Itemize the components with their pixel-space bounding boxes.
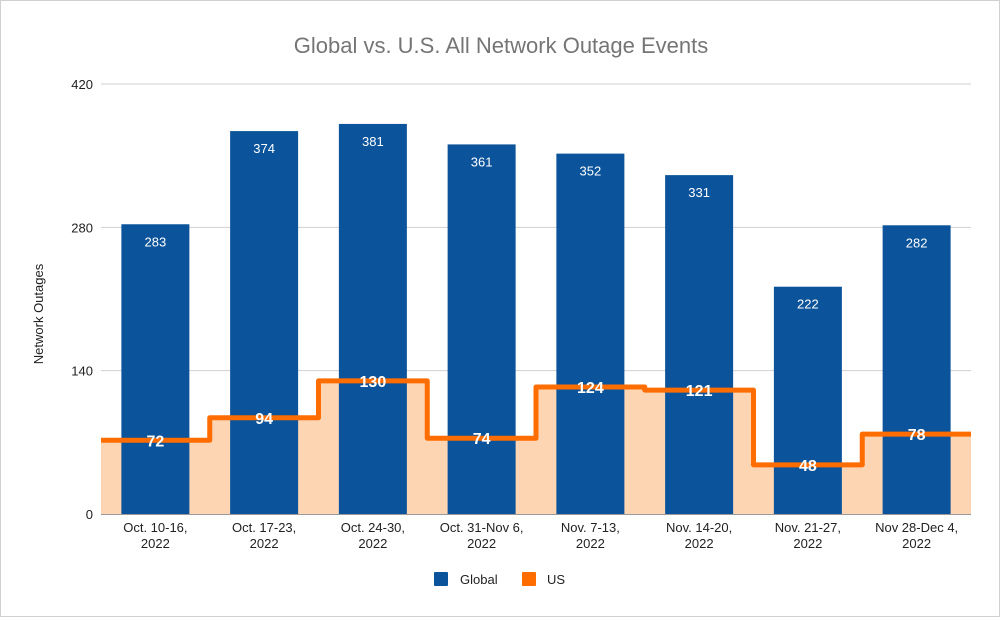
data-label-global: 352 <box>580 164 602 179</box>
bar-global <box>338 123 407 514</box>
x-tick-label: Nov. 14-20, <box>666 520 732 535</box>
legend-swatch-us <box>522 572 536 586</box>
x-tick-label: Oct. 31-Nov 6, <box>440 520 524 535</box>
data-label-us: 94 <box>255 411 273 428</box>
data-label-us: 74 <box>473 431 491 448</box>
x-tick-label: Nov 28-Dec 4, <box>875 520 958 535</box>
x-tick-label: Nov. 7-13, <box>561 520 620 535</box>
chart-title: Global vs. U.S. All Network Outage Event… <box>294 33 709 58</box>
x-tick-label: 2022 <box>576 536 605 551</box>
data-label-global: 361 <box>471 154 493 169</box>
data-label-global: 283 <box>145 234 167 249</box>
y-tick-label: 420 <box>71 77 93 92</box>
y-tick-label: 140 <box>71 364 93 379</box>
bar-global <box>665 175 734 514</box>
data-label-global: 331 <box>688 185 710 200</box>
us-step-line <box>101 378 971 468</box>
x-tick-label: 2022 <box>358 536 387 551</box>
data-label-us: 124 <box>577 380 604 397</box>
legend-swatch-global <box>434 572 448 586</box>
x-tick-label: 2022 <box>902 536 931 551</box>
bar-global <box>121 224 190 514</box>
bar-global <box>773 286 842 514</box>
y-axis-label: Network Outages <box>31 263 46 364</box>
legend-label-us: US <box>547 572 565 587</box>
data-label-us: 130 <box>360 374 387 391</box>
x-tick-label: Oct. 10-16, <box>123 520 187 535</box>
x-tick-label: 2022 <box>793 536 822 551</box>
bar-global <box>882 225 951 515</box>
x-tick-label: 2022 <box>250 536 279 551</box>
legend-label-global: Global <box>460 572 498 587</box>
y-tick-label: 280 <box>71 220 93 235</box>
data-label-global: 282 <box>906 235 928 250</box>
data-label-us: 121 <box>686 383 713 400</box>
x-tick-label: Oct. 17-23, <box>232 520 296 535</box>
data-label-us: 72 <box>146 433 164 450</box>
data-label-global: 222 <box>797 297 819 312</box>
bar-global <box>447 144 516 514</box>
bar-global <box>230 131 299 514</box>
x-tick-label: Nov. 21-27, <box>775 520 841 535</box>
data-label-global: 381 <box>362 134 384 149</box>
bar-global <box>556 153 625 514</box>
data-label-us: 48 <box>799 458 817 475</box>
y-tick-label: 0 <box>86 507 93 522</box>
data-label-global: 374 <box>253 141 275 156</box>
data-label-us: 78 <box>908 427 926 444</box>
x-tick-label: 2022 <box>685 536 714 551</box>
x-tick-label: Oct. 24-30, <box>341 520 405 535</box>
x-tick-label: 2022 <box>141 536 170 551</box>
x-tick-label: 2022 <box>467 536 496 551</box>
legend: Global US <box>434 572 565 587</box>
